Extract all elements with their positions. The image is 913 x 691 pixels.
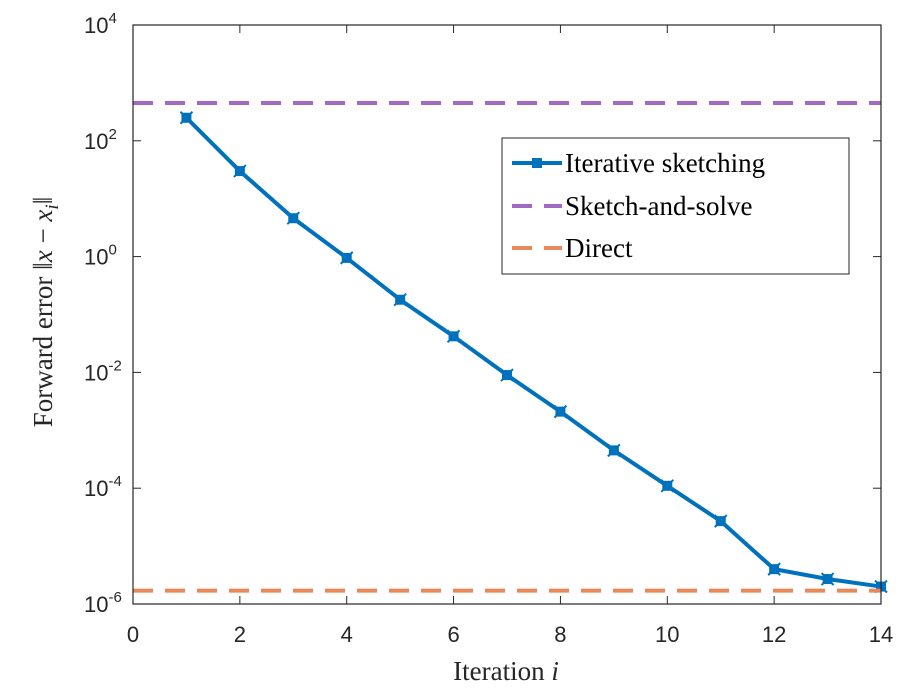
- x-tick-label: 6: [447, 622, 459, 647]
- x-tick-label: 4: [341, 622, 353, 647]
- x-tick-labels: 0 2 4 6 8 10 12 14: [127, 622, 893, 647]
- x-tick-label: 8: [554, 622, 566, 647]
- data-point-cross: [820, 572, 835, 586]
- y-tick-label: 10-2: [84, 357, 122, 385]
- legend-label: Direct: [565, 233, 633, 263]
- y-tick-label: 10-6: [84, 589, 122, 617]
- y-tick-label: 10-4: [84, 473, 122, 501]
- data-point-cross: [446, 329, 461, 344]
- data-point-cross: [179, 111, 194, 125]
- y-tick-label: 104: [84, 10, 117, 38]
- data-point-cross: [607, 443, 621, 458]
- x-tick-label: 12: [762, 622, 786, 647]
- legend-swatch-marker: [532, 158, 542, 168]
- axis-ticks: [132, 24, 882, 605]
- data-point-cross: [660, 479, 674, 493]
- data-point-cross: [233, 164, 247, 178]
- y-tick-label: 102: [84, 126, 117, 154]
- y-tick-labels: 10-6 10-4 10-2 100 102 104: [84, 10, 122, 617]
- legend-label: Iterative sketching: [565, 148, 765, 178]
- plot-frame: [132, 24, 882, 605]
- y-tick-label: 100: [84, 242, 117, 270]
- series-line-iterative-sketching: [185, 116, 882, 589]
- data-point-cross: [714, 514, 728, 528]
- x-tick-label: 2: [234, 622, 246, 647]
- x-axis-title: Iteration i: [453, 656, 559, 686]
- data-point-cross: [393, 293, 407, 307]
- legend: Iterative sketching Sketch-and-solve Direc…: [501, 137, 850, 275]
- data-point-cross: [553, 404, 568, 419]
- plot-lines: [133, 100, 888, 594]
- y-axis-title: Forward error ‖x − xi‖: [28, 197, 63, 428]
- legend-label: Sketch-and-solve: [565, 191, 752, 221]
- x-tick-label: 0: [127, 622, 139, 647]
- x-tick-label: 14: [869, 622, 893, 647]
- x-tick-label: 10: [655, 622, 679, 647]
- data-point-cross: [340, 251, 354, 265]
- data-point-cross: [286, 211, 300, 225]
- data-point-cross: [767, 562, 781, 576]
- data-point-cross: [500, 368, 514, 382]
